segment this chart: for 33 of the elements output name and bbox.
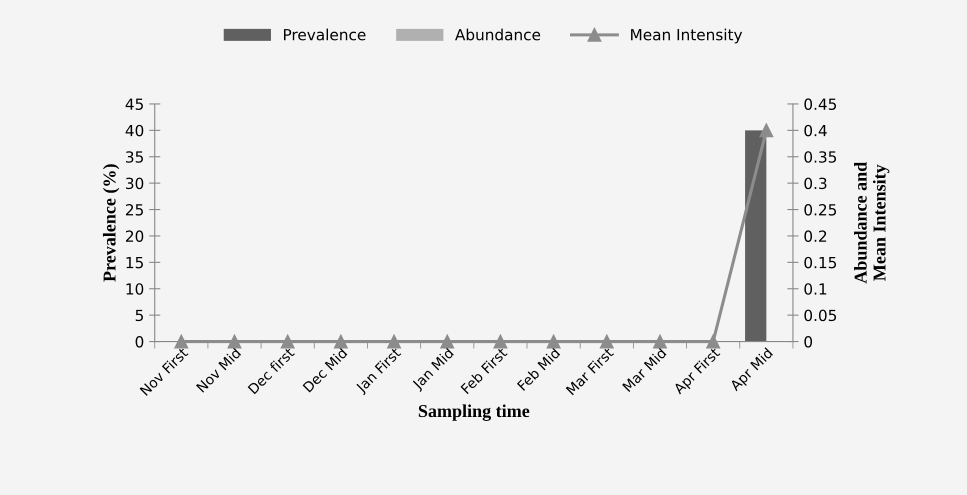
y2-tick-label: 0.45 xyxy=(804,98,836,110)
y-tick-label: 45 xyxy=(126,98,143,110)
x-tick-label: Nov Mid xyxy=(196,347,242,393)
y-tick-label: 15 xyxy=(126,257,143,268)
y-tick-label: 35 xyxy=(126,151,143,163)
y2-tick-label: 0.1 xyxy=(804,283,826,295)
legend-label: Mean Intensity xyxy=(631,28,742,44)
x-axis-title: Sampling time xyxy=(418,404,530,421)
y-tick-label: 40 xyxy=(126,124,144,136)
x-tick-label: Mar Mid xyxy=(622,347,667,392)
y-tick-label: 20 xyxy=(126,230,144,242)
legend-label: Abundance xyxy=(455,28,540,40)
x-tick-label: Jan Mid xyxy=(411,347,456,392)
y2-tick-label: 0.25 xyxy=(804,204,836,216)
y-axis-title: Prevalence (%) xyxy=(102,164,120,282)
y2-tick-label: 0.35 xyxy=(804,151,836,163)
y-tick-label: 5 xyxy=(136,310,143,322)
x-tick-label: Dec first xyxy=(247,346,296,394)
y2-tick-label: 0 xyxy=(804,336,812,348)
y-tick-label: 30 xyxy=(126,178,144,190)
x-tick-label: Apr Mid xyxy=(728,347,775,394)
legend-label: Prevalence xyxy=(284,28,366,40)
y2-tick-label: 0.3 xyxy=(804,178,826,190)
x-tick-label: Feb Mid xyxy=(516,347,560,391)
y2-tick-label: 0.2 xyxy=(804,230,826,242)
y2-tick-label: 0.15 xyxy=(804,256,836,268)
y2-tick-label: 0.05 xyxy=(804,310,836,322)
y-tick-label: 25 xyxy=(126,204,143,216)
y2-axis-title: Abundance and Mean Intensity xyxy=(854,162,890,284)
x-tick-label: Dec Mid xyxy=(302,347,348,393)
y-tick-label: 0 xyxy=(136,336,144,348)
y2-tick-label: 0.4 xyxy=(804,124,827,136)
y-tick-label: 10 xyxy=(126,283,144,295)
